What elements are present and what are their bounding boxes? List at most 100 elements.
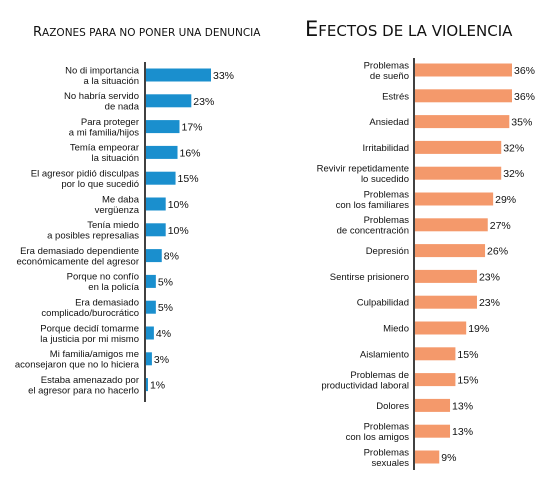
- bar: [415, 140, 502, 154]
- category-label: Culpabilidad: [357, 298, 409, 309]
- chart-title: EFECTOS DE LA VIOLENCIA: [305, 17, 513, 41]
- bar: [415, 89, 512, 103]
- bar: [415, 192, 494, 206]
- bar-row: 35% Ansiedad: [369, 115, 532, 129]
- bar: [415, 321, 467, 335]
- category-label: Aislamiento: [360, 349, 409, 360]
- bar-row: 8% Era demasiado dependiente económicament…: [16, 246, 178, 268]
- bar: [146, 68, 211, 82]
- bar: [146, 249, 162, 263]
- value-label: 9%: [441, 452, 456, 464]
- bar: [146, 274, 156, 288]
- category-label: Para proteger a mi familia/hijos: [69, 117, 139, 139]
- bar: [146, 300, 156, 314]
- bar: [415, 269, 477, 283]
- category-label: Me daba vergüenza: [95, 194, 140, 216]
- bar: [415, 424, 451, 438]
- value-label: 17%: [181, 122, 202, 134]
- bar-row: 15% Problemas de productividad laboral: [321, 370, 478, 392]
- bar-row: 26% Depresión: [366, 244, 508, 258]
- bar-row: 19% Miedo: [383, 321, 489, 335]
- bar-row: 32% Irritabilidad: [363, 140, 524, 154]
- value-label: 27%: [490, 220, 511, 232]
- bar-row: 13% Dolores: [376, 398, 473, 412]
- value-label: 1%: [150, 380, 165, 392]
- value-label: 23%: [479, 297, 500, 309]
- category-label: Sentirse prisionero: [330, 272, 409, 283]
- value-label: 29%: [495, 194, 516, 206]
- bar-row: 23% Sentirse prisionero: [330, 269, 500, 283]
- bar: [146, 223, 166, 237]
- bar-row: 4% Porque decidí tomarme la justicia por m…: [40, 323, 171, 345]
- bar: [415, 373, 456, 387]
- bar: [415, 347, 456, 361]
- category-label: Estrés: [382, 91, 409, 102]
- category-label: Revivir repetidamente lo sucedido: [317, 163, 409, 185]
- chart-efectos: EFECTOS DE LA VIOLENCIA 36% Problemas de su…: [305, 17, 535, 470]
- value-label: 5%: [158, 276, 173, 288]
- value-label: 32%: [503, 168, 524, 180]
- value-label: 23%: [479, 271, 500, 283]
- category-label: Temía empeorar la situación: [70, 143, 139, 165]
- bar: [415, 166, 502, 180]
- value-label: 35%: [511, 117, 532, 129]
- value-label: 15%: [457, 375, 478, 387]
- bar: [146, 120, 180, 134]
- bar-row: 5% Era demasiado complicado/burocrático: [41, 297, 173, 319]
- bar-row: 29% Problemas con los familiares: [336, 189, 517, 211]
- value-label: 10%: [168, 225, 189, 237]
- bar-row: 15% El agresor pidió disculpas por lo que …: [31, 168, 199, 190]
- value-label: 5%: [158, 302, 173, 314]
- bar: [415, 450, 440, 464]
- bar-row: 23% Culpabilidad: [357, 295, 500, 309]
- bar: [415, 398, 451, 412]
- bar-row: 36% Estrés: [382, 89, 535, 103]
- bar: [146, 171, 176, 185]
- chart-title: RAZONES PARA NO PONER UNA DENUNCIA: [33, 25, 261, 40]
- bar-row: 36% Problemas de sueño: [364, 60, 535, 82]
- value-label: 15%: [457, 349, 478, 361]
- bar-row: 32% Revivir repetidamente lo sucedido: [317, 163, 525, 185]
- value-label: 15%: [178, 173, 199, 185]
- bar: [415, 115, 510, 129]
- value-label: 4%: [156, 328, 171, 340]
- bar-row: 5% Porque no confío en la policía: [67, 272, 173, 294]
- category-label: Era demasiado dependiente económicamente …: [16, 246, 139, 268]
- value-label: 16%: [180, 147, 201, 159]
- bar: [146, 145, 178, 159]
- category-label: Depresión: [366, 246, 409, 257]
- bar-row: 17% Para proteger a mi familia/hijos: [69, 117, 203, 139]
- value-label: 8%: [164, 251, 179, 263]
- bar-row: 15% Aislamiento: [360, 347, 478, 361]
- value-label: 19%: [468, 323, 489, 335]
- category-label: Era demasiado complicado/burocrático: [41, 297, 139, 319]
- chart-razones: RAZONES PARA NO PONER UNA DENUNCIA 33% No …: [15, 25, 261, 402]
- value-label: 13%: [452, 400, 473, 412]
- category-label: Porque decidí tomarme la justicia por mi …: [40, 323, 139, 345]
- bar-row: 27% Problemas de concentración: [337, 215, 511, 237]
- category-label: Irritabilidad: [363, 143, 409, 154]
- value-label: 33%: [213, 70, 234, 82]
- category-label: Mi familia/amigos me aconsejaron que no l…: [15, 349, 140, 371]
- value-label: 10%: [168, 199, 189, 211]
- bar-row: 13% Problemas con los amigos: [346, 421, 473, 443]
- bar: [146, 326, 154, 340]
- bar: [146, 197, 166, 211]
- value-label: 26%: [487, 246, 508, 258]
- bar-row: 10% Tenía miedo a posibles represalias: [47, 220, 189, 242]
- category-label: Problemas de sueño: [364, 60, 410, 82]
- bar-row: 9% Problemas sexuales: [364, 447, 457, 469]
- bar-row: 23% No habría servido de nada: [64, 91, 214, 113]
- category-label: Problemas de productividad laboral: [321, 370, 409, 392]
- bar: [415, 218, 488, 232]
- bar: [415, 244, 486, 258]
- category-label: Problemas con los familiares: [336, 189, 410, 211]
- category-label: Problemas sexuales: [364, 447, 410, 469]
- category-label: Ansiedad: [369, 117, 409, 128]
- category-label: Tenía miedo a posibles represalias: [47, 220, 139, 242]
- value-label: 32%: [503, 142, 524, 154]
- category-label: El agresor pidió disculpas por lo que suc…: [31, 168, 140, 190]
- value-label: 23%: [193, 96, 214, 108]
- bar: [415, 63, 512, 77]
